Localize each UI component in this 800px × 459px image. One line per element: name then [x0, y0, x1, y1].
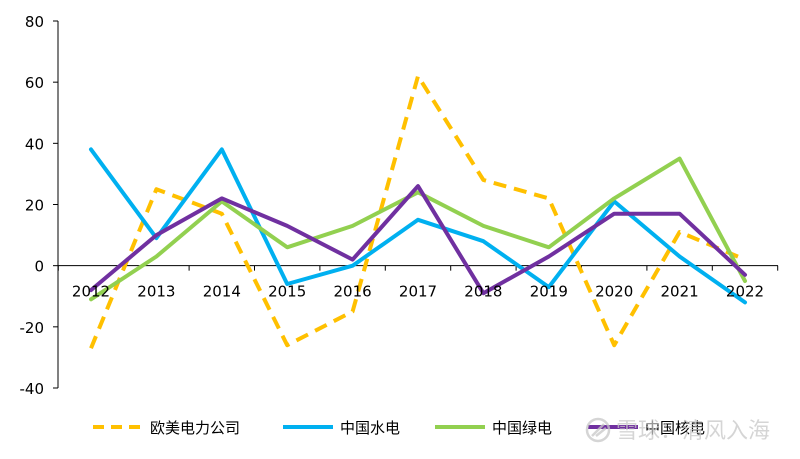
watermark: 雪球：清风入海 [585, 417, 770, 444]
legend: 欧美电力公司 中国水电 中国绿电 中国核电 [93, 419, 705, 437]
legend-label: 中国水电 [340, 419, 400, 437]
y-tick-label: 20 [25, 197, 44, 215]
series-line-2 [89, 156, 747, 302]
x-tick-label: 2020 [595, 283, 633, 301]
y-tick-label: -40 [20, 380, 45, 398]
x-tick-label: 2012 [72, 283, 110, 301]
x-tick-label: 2018 [464, 283, 502, 301]
snowball-logo-icon [585, 417, 611, 443]
series-line-3 [89, 184, 747, 296]
x-tick-label: 2014 [203, 283, 241, 301]
y-tick-label: 80 [25, 13, 44, 31]
x-tick-label: 2021 [661, 283, 699, 301]
x-tick-label: 2017 [399, 283, 437, 301]
legend-label: 中国绿电 [492, 419, 552, 437]
x-tick-label: 2015 [268, 283, 306, 301]
legend-label: 欧美电力公司 [150, 419, 240, 437]
x-tick-labels: 2012 2013 2014 2015 2016 2017 2018 2019 2020 2021… [72, 283, 764, 301]
series-layer [89, 74, 747, 349]
series-line-1 [89, 147, 747, 305]
series-line-0 [89, 74, 746, 349]
y-tick-label: 40 [25, 135, 44, 153]
y-tick-label: -20 [20, 319, 45, 337]
y-tick-label: 0 [34, 258, 44, 276]
x-tick-label: 2019 [530, 283, 568, 301]
x-tick-label: 2016 [334, 283, 372, 301]
x-tick-label: 2022 [726, 283, 764, 301]
x-tick-label: 2013 [137, 283, 175, 301]
watermark-text: 雪球：清风入海 [616, 419, 770, 444]
y-tick-label: 60 [25, 74, 44, 92]
axes-layer: -40 -20 0 20 40 60 80 [20, 13, 779, 398]
legend-label: 中国核电 [645, 419, 705, 437]
